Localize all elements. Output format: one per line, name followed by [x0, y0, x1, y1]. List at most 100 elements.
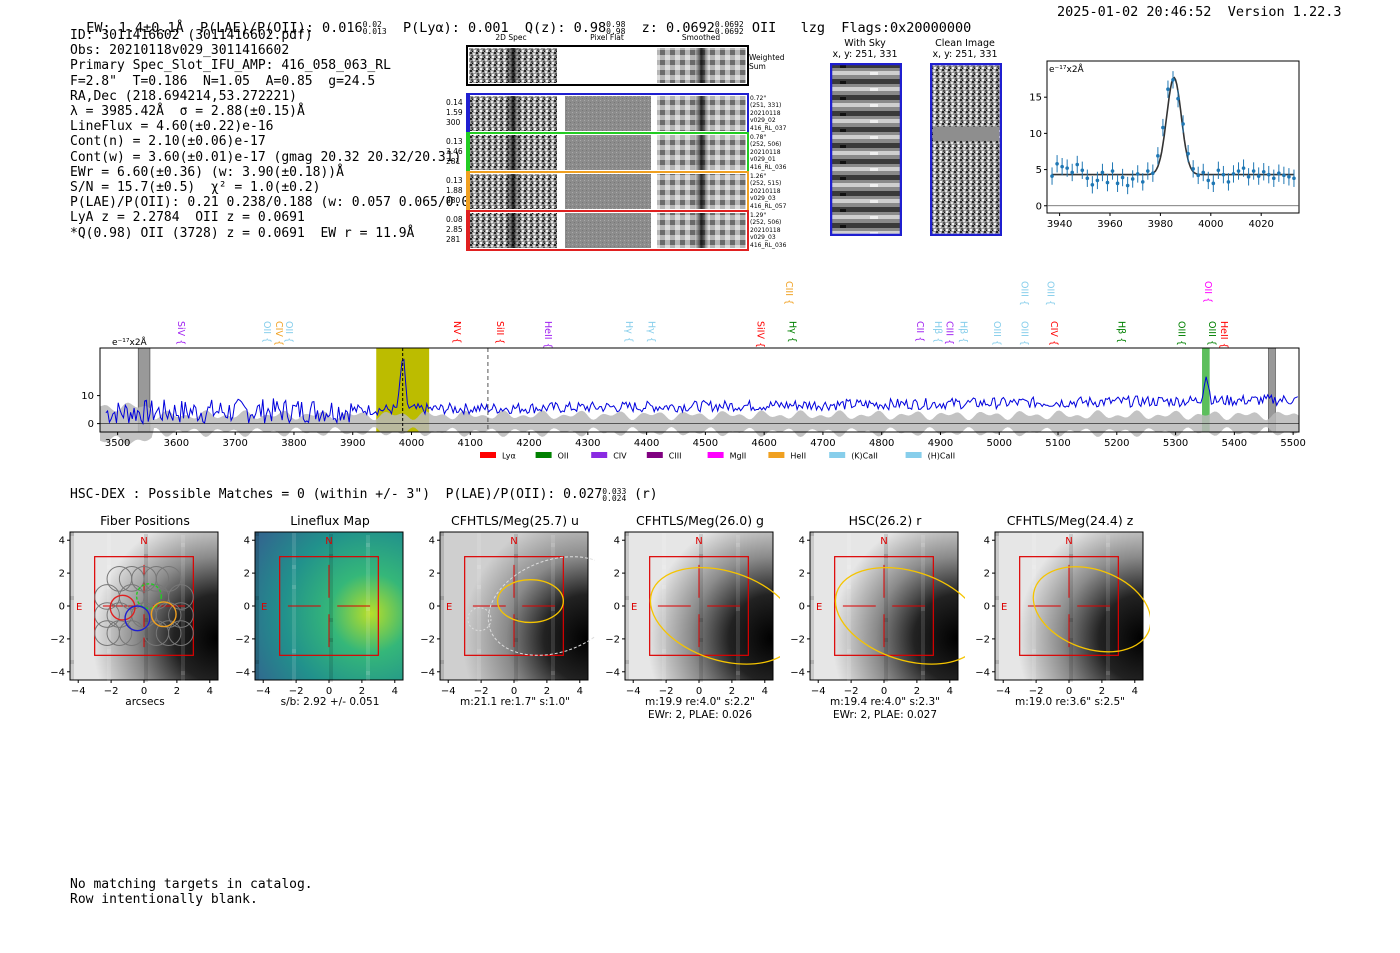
aperture-box — [94, 556, 194, 656]
east-label: E — [76, 602, 82, 613]
fiber-orange — [150, 601, 177, 628]
panel-title: CFHTLS/Meg(25.7) u — [451, 513, 579, 528]
zoom-data-point — [1151, 171, 1155, 175]
cutout-left-value: 281 — [446, 235, 461, 244]
spectrum-xtick-label: 5200 — [1104, 438, 1129, 449]
spectrum-xtick-label: 3800 — [281, 438, 306, 449]
zoom-data-point — [1090, 182, 1095, 187]
panel-xtick-label: −2 — [104, 686, 119, 697]
cutout-right-value: 1.26" — [750, 173, 767, 180]
panel-xtick-label: −4 — [441, 686, 456, 697]
cutout-left-value: 2.85 — [446, 225, 463, 234]
zoom-data-point — [1201, 170, 1206, 175]
info-line: *Q(0.98) OII (3728) z = 0.0691 EW r = 11… — [70, 225, 415, 241]
aperture-box — [464, 556, 564, 656]
panel-xtick-label: 4 — [1132, 686, 1138, 697]
panel-image-flux: N E −4 4 −2 2 0 0 2 −2 4 −4 — [235, 531, 404, 697]
zoom-data-point — [1065, 166, 1069, 170]
cutout-left-value: 0.08 — [446, 215, 463, 224]
col-title-pixelflat: Pixel Flat — [590, 33, 624, 42]
info-line: ID: 3011416602 (3011416602.pdf) — [70, 28, 313, 43]
info-line: Primary Spec_Slot_IFU_AMP: 416_058_063_R… — [70, 58, 391, 74]
spectrum-xtick-label: 5100 — [1045, 438, 1070, 449]
zoom-xtick-label: 3960 — [1097, 219, 1122, 230]
panel-xtick-label: 2 — [174, 686, 180, 697]
panel-title: CFHTLS/Meg(24.4) z — [1006, 513, 1134, 528]
with-sky-image — [830, 63, 902, 236]
panel-title: Fiber Positions — [100, 513, 190, 528]
cutout-right-value: v029_03 — [750, 195, 776, 203]
east-label: E — [1001, 602, 1007, 613]
panel-xtick-label: 2 — [914, 686, 920, 697]
spectrum-xtick-label: 4000 — [399, 438, 424, 449]
cutout-right-value: (252, 515) — [750, 180, 782, 188]
panel-ytick-label: 2 — [799, 569, 805, 580]
zoom-data-point — [1130, 177, 1135, 181]
fiber-red — [109, 594, 136, 621]
info-line: LineFlux = 4.60(±0.22)e-16 — [70, 119, 274, 135]
zoom-ytick-label: 0 — [1036, 201, 1042, 212]
zoom-data-point — [1186, 151, 1190, 156]
zoom-data-point — [1060, 164, 1064, 169]
cutout-pixelflat — [565, 174, 651, 209]
panel-ytick-label: −4 — [790, 667, 805, 678]
panel-caption: m:19.4 re:4.0" s:2.3" — [830, 696, 940, 708]
fiber-circle — [106, 620, 133, 646]
cutout-pixelflat — [565, 96, 651, 131]
emission-line-label: CIV { — [1048, 321, 1059, 346]
cutout-right-value: 20210118 — [750, 226, 781, 234]
zoom-spectrum-plot: e⁻¹⁷x2Å 3940 3960 3980 4000 4020 0 5 10 15 — [1030, 60, 1300, 230]
zoom-data-point — [1226, 180, 1231, 184]
panel-xtick-label: −4 — [996, 686, 1011, 697]
panel-ytick-label: 4 — [984, 536, 990, 547]
panel-xtick-label: 4 — [392, 686, 398, 697]
footer-line-1: No matching targets in catalog. — [70, 877, 313, 892]
fiber-circle — [155, 566, 182, 592]
fiber-circle — [94, 620, 120, 646]
east-label: E — [816, 602, 822, 613]
legend-label: (K)CaII — [851, 452, 878, 461]
zoom-data-point — [1277, 171, 1281, 175]
panel-ytick-label: −4 — [975, 667, 990, 678]
spectrum-xtick-label: 4400 — [634, 438, 659, 449]
zoom-xtick-label: 4020 — [1248, 219, 1273, 230]
panel-xtick-label: 4 — [762, 686, 768, 697]
panel-title: Lineflux Map — [290, 513, 370, 528]
zoom-data-point — [1251, 169, 1256, 173]
legend-swatch — [829, 452, 846, 458]
panel-xtick-label: 4 — [207, 686, 213, 697]
north-label: N — [695, 536, 702, 547]
cutout-left-value: 0.13 — [446, 176, 463, 185]
zoom-data-point — [1176, 96, 1180, 101]
info-line: Cont(n) = 2.10(±0.06)e-17 — [70, 134, 266, 150]
header-summary: EW: 1.4±0.1Å P(LAE)/P(OII): 0.016 0.02 0.0… — [86, 20, 972, 36]
emission-line-label: SiIV { — [755, 321, 766, 348]
north-label: N — [325, 536, 332, 547]
info-line: LyA z = 2.2784 OII z = 0.0691 — [70, 210, 305, 226]
zoom-data-point — [1206, 178, 1211, 183]
fiber-circle — [155, 620, 182, 646]
zoom-ytick-label: 15 — [1030, 93, 1042, 104]
info-line: λ = 3985.42Å σ = 2.88(±0.15)Å — [70, 104, 305, 119]
emission-line-label: OII { — [261, 321, 272, 343]
spectrum-xtick-label: 4900 — [928, 438, 953, 449]
weighted-sum-label: Weighted Sum — [749, 53, 785, 71]
fiber-circle — [168, 584, 194, 610]
panel-xtick-label: −4 — [626, 686, 641, 697]
panel-xtick-label: −2 — [844, 686, 859, 697]
spectrum-xtick-label: 4500 — [693, 438, 718, 449]
zoom-data-point — [1211, 181, 1216, 186]
panel-ytick-label: 4 — [799, 536, 805, 547]
clean-image-title: Clean Image x, y: 251, 331 — [932, 38, 998, 60]
zoom-xtick-label: 3980 — [1148, 219, 1173, 230]
emission-line-label: OIII { — [1019, 281, 1030, 306]
panel-ytick-label: −4 — [235, 667, 250, 678]
emission-line-label: OIII { — [1045, 281, 1056, 306]
panel-ytick-label: 0 — [799, 602, 805, 613]
emission-line-label: Hγ { — [623, 321, 634, 343]
cutout-right-value: v029_01 — [750, 156, 776, 164]
zoom-ytick-label: 10 — [1030, 129, 1042, 140]
emission-line-label: OIII { — [1176, 321, 1187, 346]
fiber-circle — [143, 566, 170, 592]
panel-caption-secondary: EWr: 2, PLAE: 0.027 — [832, 709, 938, 721]
